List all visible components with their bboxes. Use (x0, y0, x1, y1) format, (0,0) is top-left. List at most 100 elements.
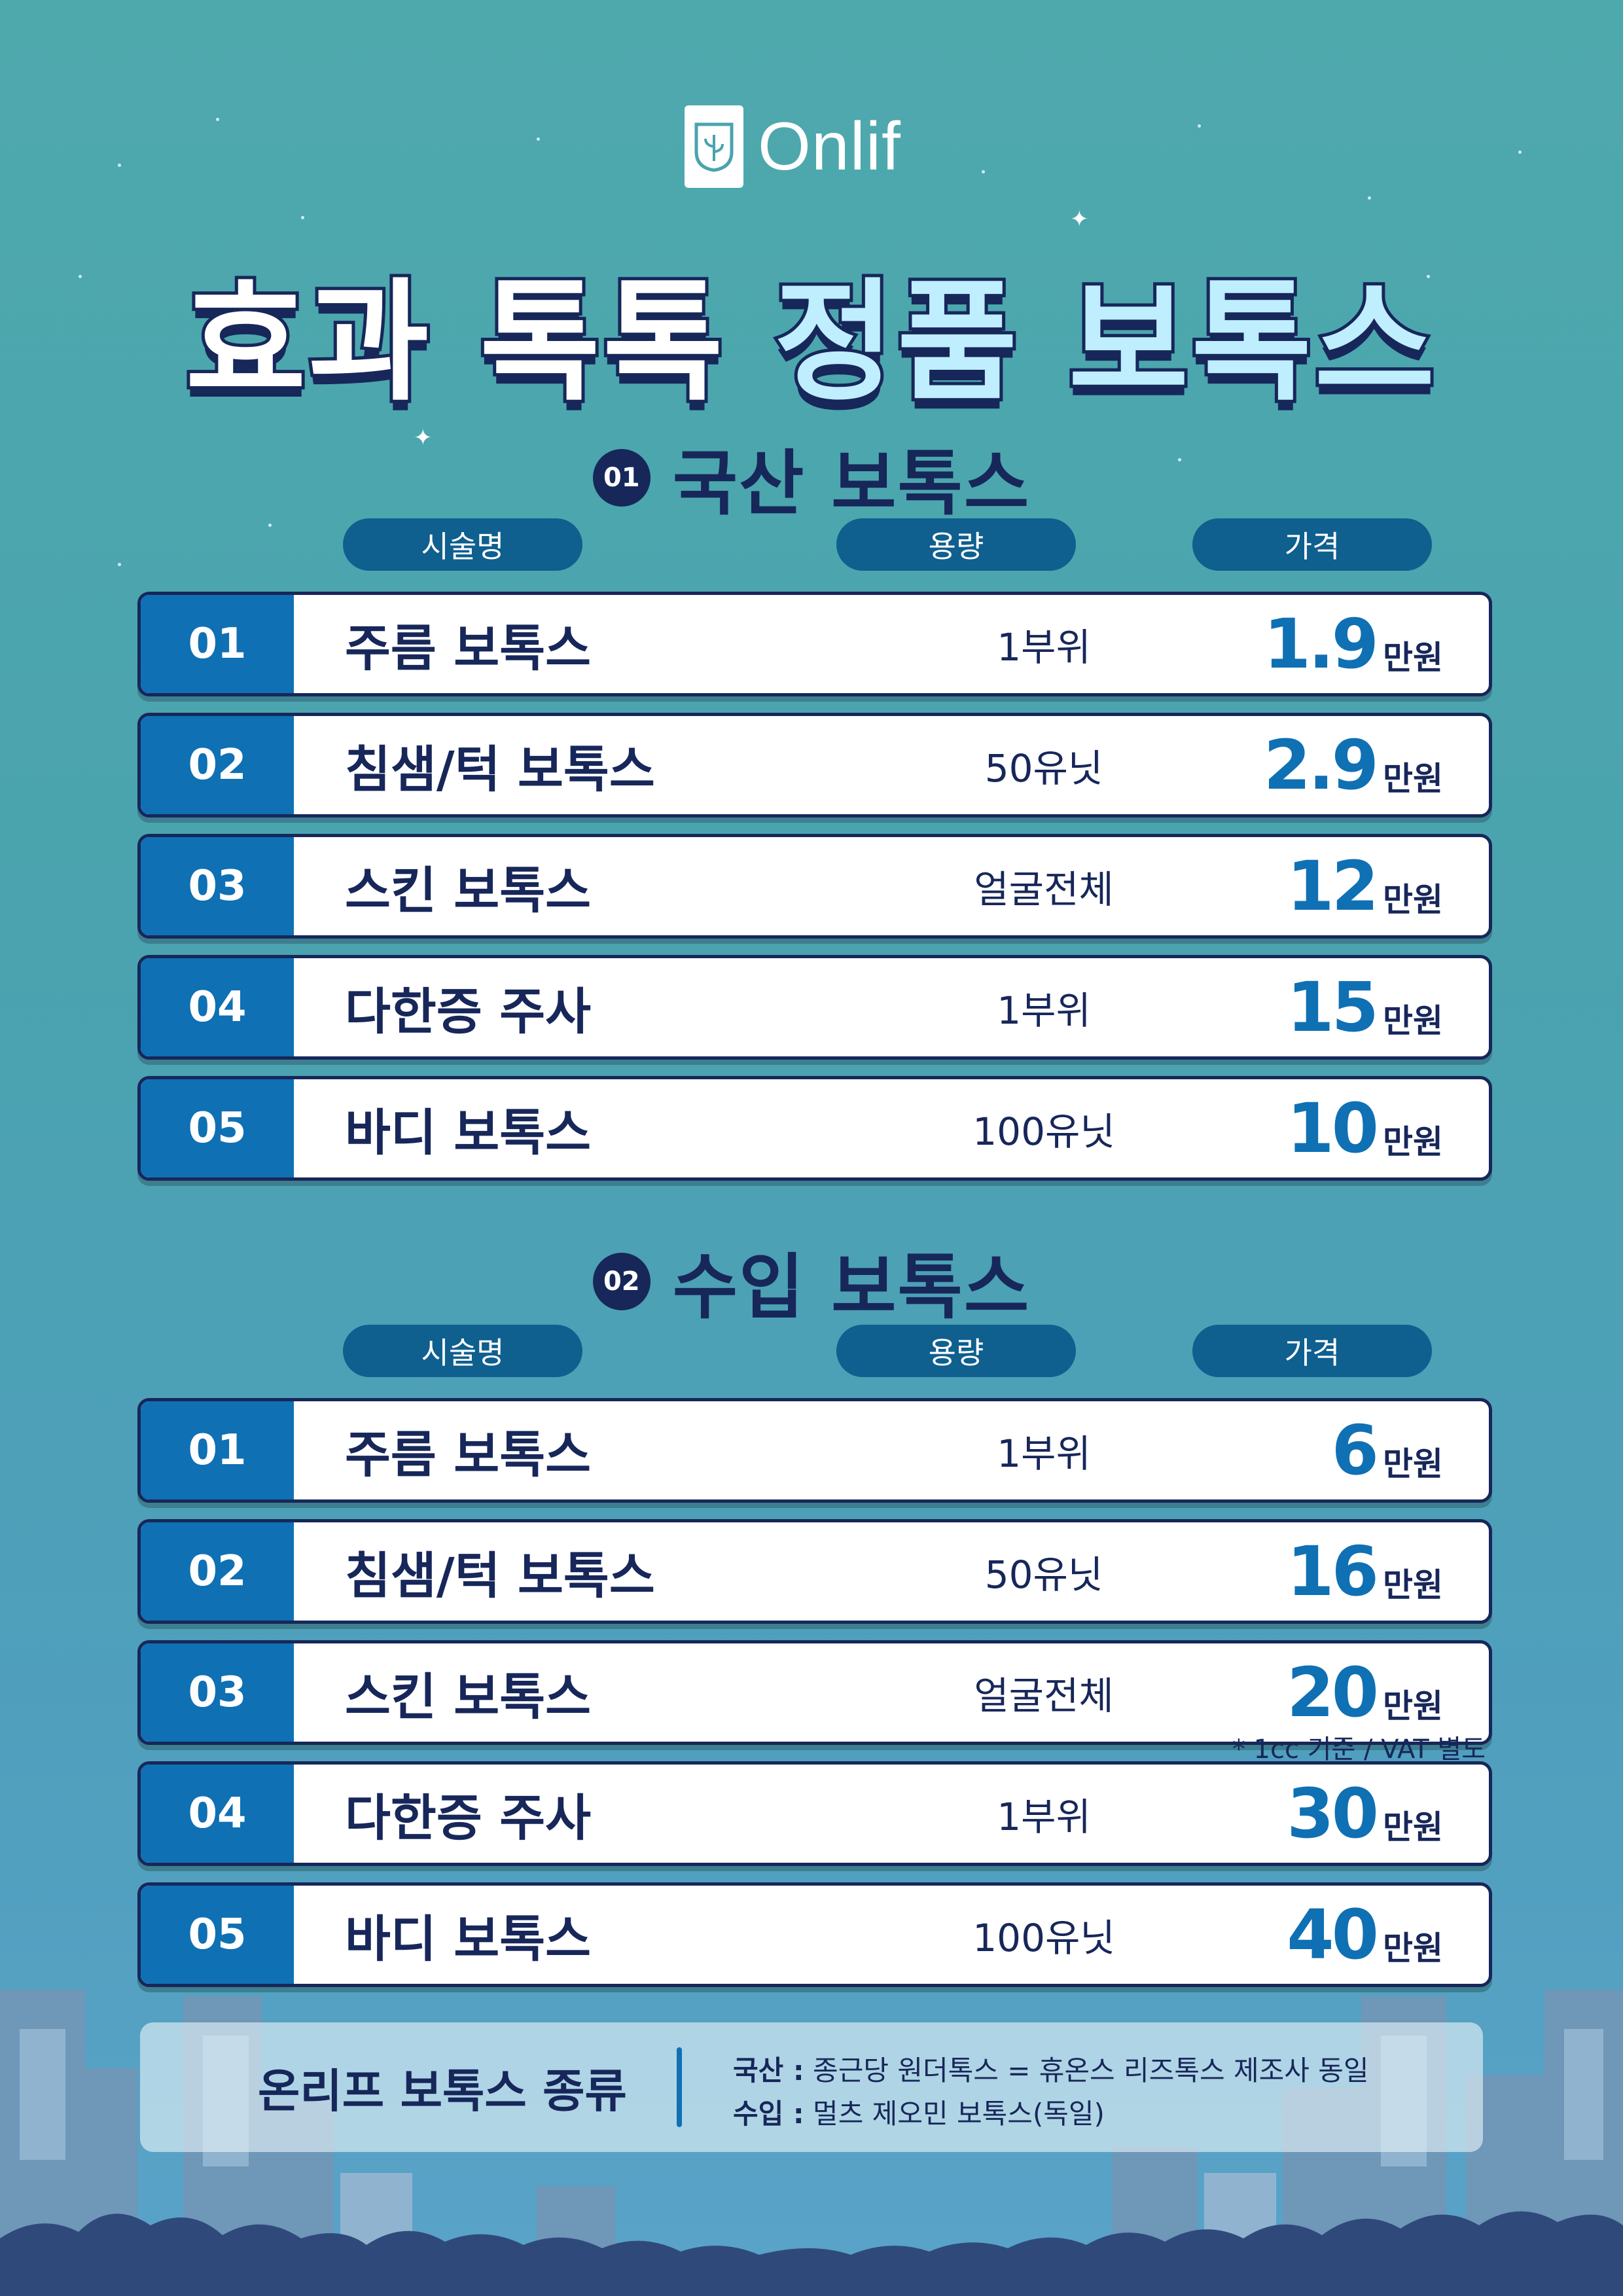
info-divider (677, 2047, 682, 2127)
treatment-volume: 1부위 (997, 625, 1091, 670)
row-number: 01 (141, 595, 294, 693)
treatment-volume: 100유닛 (972, 1916, 1115, 1960)
sparkle-icon: ✦ (414, 425, 433, 451)
treatment-price: 6 만원 (1332, 1401, 1443, 1499)
sparkle-icon: ✦ (1070, 206, 1089, 232)
treatment-price: 1.9 만원 (1264, 595, 1443, 693)
row-number: 03 (141, 837, 294, 935)
info-line-label: 수입 : (733, 2098, 804, 2130)
info-title: 온리프 보톡스 종류 (258, 2064, 627, 2118)
footnote: * 1cc 기준 / VAT 별도 (1232, 1734, 1486, 1765)
treatment-price: 15 만원 (1287, 958, 1443, 1056)
price-value: 2.9 (1263, 725, 1379, 805)
price-unit: 만원 (1383, 1123, 1443, 1161)
star (1427, 275, 1430, 278)
info-line-label: 국산 : (733, 2054, 804, 2087)
treatment-volume: 50유닛 (984, 746, 1103, 791)
star (1368, 196, 1371, 200)
headline-part-a: 효과 톡톡 (183, 263, 774, 422)
info-line-text: 멀츠 제오민 보톡스(독일) (804, 2098, 1105, 2130)
treatment-name: 침샘/턱 보톡스 (345, 740, 655, 798)
price-value: 12 (1287, 846, 1379, 926)
star (1198, 124, 1201, 128)
star (1518, 151, 1522, 154)
treatment-name: 스킨 보톡스 (345, 861, 592, 920)
price-value: 6 (1331, 1410, 1379, 1490)
treatment-name: 다한증 주사 (345, 1789, 592, 1847)
section-title-imported: 02 수입 보톡스 (0, 1230, 1623, 1333)
row-number: 01 (141, 1401, 294, 1499)
treatment-name: 주름 보톡스 (345, 619, 592, 677)
price-unit: 만원 (1383, 1687, 1443, 1725)
treatment-price: 2.9 만원 (1264, 716, 1443, 814)
price-unit: 만원 (1383, 760, 1443, 798)
treatment-price: 40 만원 (1287, 1886, 1443, 1984)
row-number: 02 (141, 716, 294, 814)
treatment-name: 바디 보톡스 (345, 1103, 592, 1162)
treatment-volume: 50유닛 (984, 1552, 1103, 1597)
headline-part-b: 정품 (771, 263, 1069, 422)
price-value: 15 (1287, 967, 1379, 1047)
price-row: 05 바디 보톡스 100유닛 40 만원 (137, 1882, 1492, 1987)
star (1178, 458, 1181, 461)
price-unit: 만원 (1383, 1002, 1443, 1040)
treatment-price: 20 만원 (1287, 1643, 1443, 1742)
star (982, 170, 985, 173)
section-number-badge: 02 (592, 1253, 651, 1310)
treatment-name: 침샘/턱 보톡스 (345, 1547, 655, 1605)
section-title-label: 수입 보톡스 (672, 1247, 1031, 1329)
price-row: 05 바디 보톡스 100유닛 10 만원 (137, 1076, 1492, 1181)
treatment-price: 12 만원 (1287, 837, 1443, 935)
row-number: 05 (141, 1886, 294, 1984)
row-number: 02 (141, 1522, 294, 1621)
price-unit: 만원 (1383, 639, 1443, 677)
row-number: 04 (141, 958, 294, 1056)
treatment-price: 30 만원 (1287, 1765, 1443, 1863)
price-row: 02 침샘/턱 보톡스 50유닛 2.9 만원 (137, 713, 1492, 817)
treatment-price: 10 만원 (1287, 1079, 1443, 1177)
star (79, 275, 82, 278)
treatment-volume: 얼굴전체 (974, 867, 1114, 912)
treatment-volume: 1부위 (997, 1431, 1091, 1476)
treatment-volume: 1부위 (997, 1795, 1091, 1839)
price-value: 1.9 (1263, 604, 1379, 684)
column-header-price: 가격 (1192, 518, 1432, 571)
price-unit: 만원 (1383, 1929, 1443, 1967)
price-value: 20 (1287, 1653, 1379, 1732)
price-value: 10 (1287, 1088, 1379, 1168)
price-unit: 만원 (1383, 881, 1443, 919)
info-box: 온리프 보톡스 종류 국산 : 종근당 원더톡스 = 휴온스 리즈톡스 제조사 … (140, 2022, 1483, 2152)
info-line-domestic: 국산 : 종근당 원더톡스 = 휴온스 리즈톡스 제조사 동일 (733, 2049, 1369, 2089)
price-unit: 만원 (1383, 1808, 1443, 1846)
info-line-imported: 수입 : 멀츠 제오민 보톡스(독일) (733, 2092, 1105, 2132)
price-row: 01 주름 보톡스 1부위 1.9 만원 (137, 592, 1492, 696)
treatment-name: 바디 보톡스 (345, 1910, 592, 1968)
star (216, 118, 219, 121)
section-title-domestic: 01 국산 보톡스 (0, 427, 1623, 529)
price-row: 03 스킨 보톡스 얼굴전체 12 만원 (137, 834, 1492, 939)
treatment-price: 16 만원 (1287, 1522, 1443, 1621)
column-header-price: 가격 (1192, 1325, 1432, 1377)
price-value: 30 (1287, 1774, 1379, 1854)
price-row: 01 주름 보톡스 1부위 6 만원 (137, 1398, 1492, 1503)
star (301, 216, 304, 219)
info-line-text: 종근당 원더톡스 = 휴온스 리즈톡스 제조사 동일 (804, 2054, 1369, 2087)
treatment-name: 다한증 주사 (345, 982, 592, 1041)
row-number: 03 (141, 1643, 294, 1742)
star (118, 164, 121, 167)
treatment-volume: 1부위 (997, 988, 1091, 1033)
star (268, 524, 272, 527)
column-header-volume: 용량 (836, 1325, 1076, 1377)
brand-logo: Onlif (685, 105, 901, 188)
column-header-volume: 용량 (836, 518, 1076, 571)
price-value: 16 (1287, 1532, 1379, 1611)
logo-text: Onlif (758, 108, 901, 185)
row-number: 04 (141, 1765, 294, 1863)
treatment-volume: 얼굴전체 (974, 1674, 1114, 1718)
price-row: 02 침샘/턱 보톡스 50유닛 16 만원 (137, 1519, 1492, 1624)
treatment-volume: 100유닛 (972, 1109, 1115, 1154)
price-row: 04 다한증 주사 1부위 15 만원 (137, 955, 1492, 1060)
logo-badge-icon (685, 105, 743, 188)
price-row: 04 다한증 주사 1부위 30 만원 (137, 1761, 1492, 1866)
section-title-label: 국산 보톡스 (672, 443, 1031, 525)
